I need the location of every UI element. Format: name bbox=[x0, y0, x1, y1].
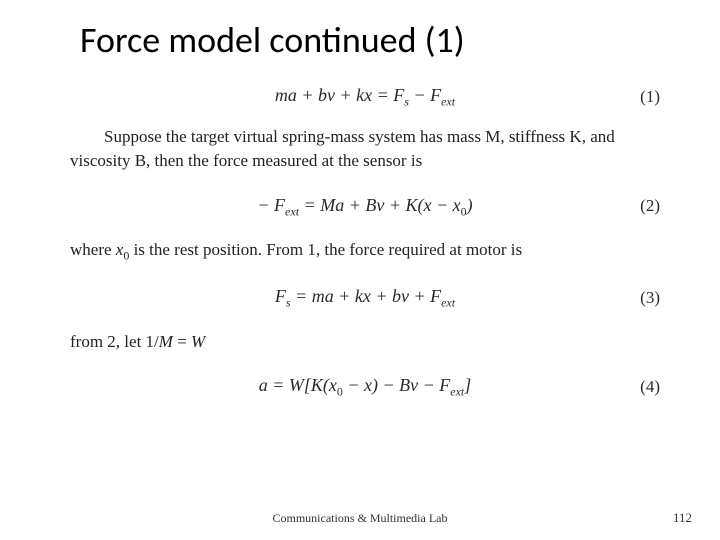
content-area: ma + bv + kx = Fs − Fext (1) Suppose the… bbox=[0, 82, 720, 401]
page-title: Force model continued (1) bbox=[0, 0, 720, 72]
equation-3-body: Fs = ma + kx + bv + Fext bbox=[70, 283, 660, 312]
equation-2: − Fext = Ma + Bv + K(x − x0) (2) bbox=[70, 192, 660, 221]
paragraph-2: where x0 is the rest position. From 1, t… bbox=[70, 238, 660, 265]
equation-1-body: ma + bv + kx = Fs − Fext bbox=[70, 82, 660, 111]
paragraph-3: from 2, let 1/M = W bbox=[70, 330, 660, 355]
equation-4: a = W[K(x0 − x) − Bv − Fext] (4) bbox=[70, 372, 660, 401]
equation-3-number: (3) bbox=[640, 285, 660, 311]
paragraph-1: Suppose the target virtual spring-mass s… bbox=[70, 125, 660, 174]
equation-4-body: a = W[K(x0 − x) − Bv − Fext] bbox=[70, 372, 660, 401]
equation-2-number: (2) bbox=[640, 193, 660, 219]
equation-2-body: − Fext = Ma + Bv + K(x − x0) bbox=[70, 192, 660, 221]
equation-1-number: (1) bbox=[640, 84, 660, 110]
footer-text: Communications & Multimedia Lab bbox=[0, 511, 720, 526]
equation-1: ma + bv + kx = Fs − Fext (1) bbox=[70, 82, 660, 111]
page-number: 112 bbox=[673, 510, 692, 526]
equation-4-number: (4) bbox=[640, 374, 660, 400]
equation-3: Fs = ma + kx + bv + Fext (3) bbox=[70, 283, 660, 312]
